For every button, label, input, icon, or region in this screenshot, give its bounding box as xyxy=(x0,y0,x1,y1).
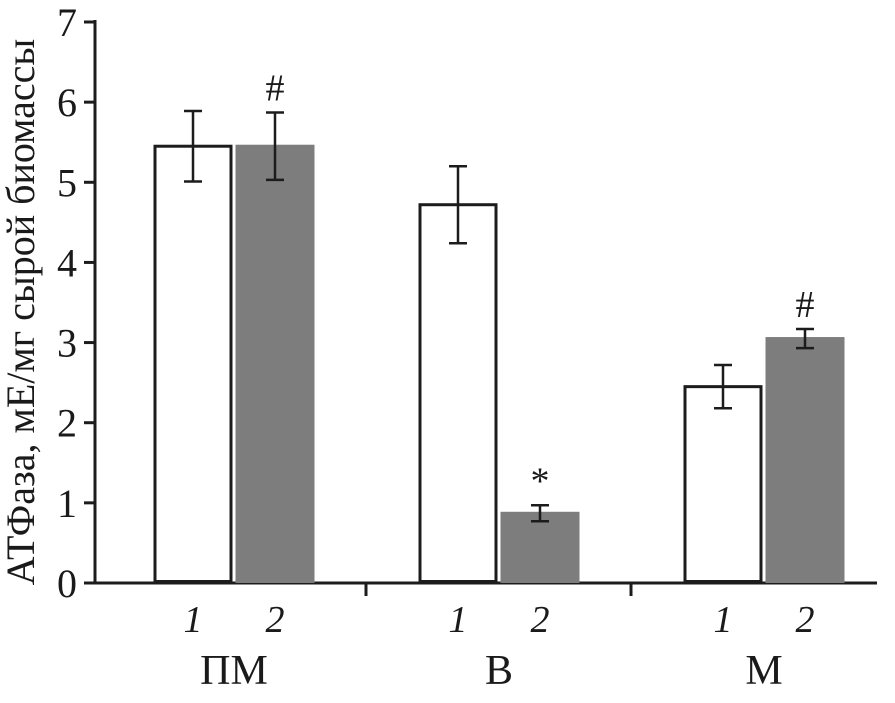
y-tick-label: 2 xyxy=(57,401,77,446)
y-tick-label: 3 xyxy=(57,321,77,366)
bar xyxy=(765,337,845,584)
y-tick-label: 7 xyxy=(57,0,77,45)
group-label: В xyxy=(485,648,513,694)
bar xyxy=(418,203,498,583)
significance-annotation: # xyxy=(796,284,815,326)
series-number-label: 2 xyxy=(531,599,550,641)
y-tick-label: 6 xyxy=(57,80,77,125)
series-number-label: 1 xyxy=(449,599,468,641)
bar xyxy=(683,385,763,583)
series-number-label: 2 xyxy=(796,599,815,641)
group-label: ПМ xyxy=(200,648,268,694)
y-tick-label: 4 xyxy=(57,240,77,285)
bar xyxy=(500,511,580,583)
significance-annotation: * xyxy=(531,460,550,502)
y-tick-label: 1 xyxy=(57,481,77,526)
bar xyxy=(153,144,233,583)
series-number-label: 2 xyxy=(266,599,285,641)
y-tick-label: 0 xyxy=(57,561,77,606)
bar xyxy=(235,144,315,583)
y-axis-title: АТФаза, мЕ/мг сырой биомассы xyxy=(0,39,43,586)
group-label: М xyxy=(745,648,782,694)
series-number-label: 1 xyxy=(714,599,733,641)
significance-annotation: # xyxy=(266,68,285,110)
y-tick-label: 5 xyxy=(57,160,77,205)
series-number-label: 1 xyxy=(184,599,203,641)
